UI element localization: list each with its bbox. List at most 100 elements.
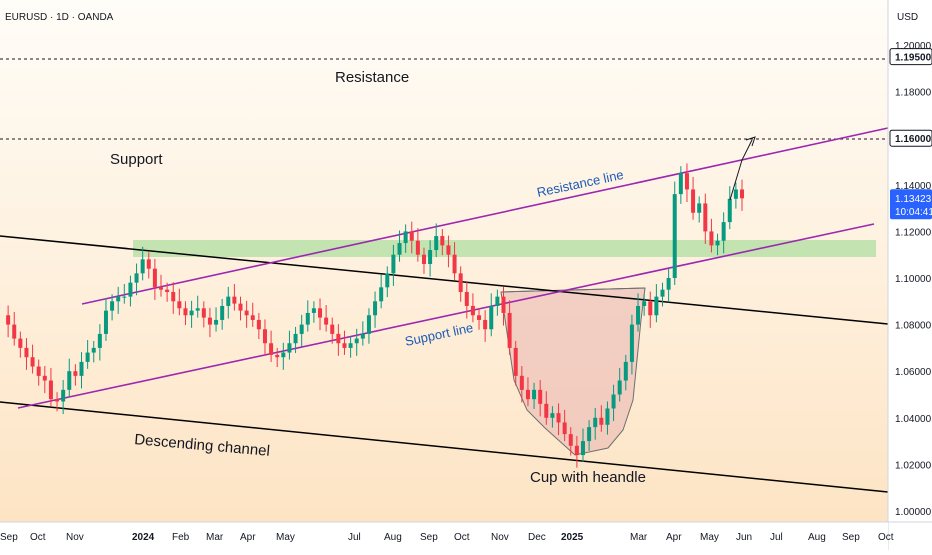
candle-body: [73, 371, 78, 376]
candle-body: [623, 361, 628, 381]
candle-body: [287, 343, 292, 353]
candle-body: [152, 268, 157, 288]
candle-body: [373, 301, 378, 316]
candle-body: [550, 413, 555, 418]
price-tick-label: 1.14000: [895, 181, 932, 192]
candle-body: [636, 305, 641, 325]
candle-body: [648, 301, 653, 316]
candle-body: [140, 259, 145, 274]
candle-body: [324, 317, 329, 325]
candle-body: [544, 403, 549, 418]
candle-body: [458, 273, 463, 292]
price-tick-label: 1.06000: [895, 367, 932, 378]
time-axis[interactable]: [0, 522, 888, 550]
candle-body: [128, 282, 133, 297]
candle-body: [42, 375, 47, 381]
candle-body: [507, 312, 512, 348]
time-tick-label: Apr: [666, 532, 682, 543]
time-tick-label: Sep: [842, 532, 860, 543]
time-tick-label: Aug: [384, 532, 402, 543]
time-tick-label: 2024: [132, 532, 155, 543]
time-tick-label: Nov: [66, 532, 84, 543]
price-markers: 1.19500 1.16000 1.13423 10:04:41: [889, 48, 932, 220]
time-tick-label: Jul: [770, 532, 783, 543]
time-tick-label: Dec: [528, 532, 546, 543]
price-tick-label: 1.02000: [895, 460, 932, 471]
candle-body: [501, 296, 506, 313]
candle-body: [415, 240, 420, 255]
candle-body: [293, 333, 298, 344]
candle-body: [403, 231, 408, 244]
candle-body: [171, 291, 176, 302]
candle-body: [189, 310, 194, 316]
candle-body: [12, 324, 17, 339]
candle-body: [250, 315, 255, 320]
time-tick-label: Oct: [30, 532, 46, 543]
candle-body: [525, 389, 530, 400]
candle-body: [330, 324, 335, 334]
price-axis[interactable]: [888, 0, 932, 522]
candle-body: [703, 203, 708, 232]
candle-body: [666, 278, 671, 290]
candle-body: [177, 301, 182, 309]
time-tick-label: Jun: [736, 532, 752, 543]
candle-body: [24, 347, 29, 358]
candle-body: [611, 394, 616, 409]
candle-body: [6, 315, 11, 325]
candle-body: [79, 361, 84, 376]
candle-body: [593, 417, 598, 428]
candle-body: [281, 352, 286, 358]
candle-body: [587, 427, 592, 442]
annotation-cup-with-handle: Cup with heandle: [530, 469, 646, 486]
candle-body: [440, 236, 445, 246]
price-marker-label: 1.16000: [895, 134, 932, 145]
candle-body: [220, 305, 225, 320]
candle-body: [740, 189, 744, 199]
time-tick-label: Aug: [808, 532, 826, 543]
price-marker-label: 1.19500: [895, 53, 932, 64]
candle-body: [305, 312, 310, 325]
candle-body: [97, 333, 102, 348]
time-tick-label: May: [276, 532, 295, 543]
time-tick-label: Apr: [240, 532, 256, 543]
candle-body: [513, 347, 518, 376]
currency-label: USD: [897, 12, 918, 23]
time-tick-label: 2025: [561, 532, 584, 543]
candle-body: [18, 338, 23, 348]
time-tick-label: Feb: [172, 532, 190, 543]
candle-body: [116, 296, 121, 302]
projection-arrowhead-icon: [745, 136, 756, 147]
candle-body: [562, 422, 567, 435]
candle-body: [697, 203, 702, 213]
candle-body: [470, 305, 475, 316]
candle-body: [733, 189, 738, 199]
support-resistance-zone: [133, 240, 876, 257]
candle-body: [672, 194, 677, 278]
time-axis-ticks: Sep Oct Nov 2024 Feb Mar Apr May Jul Aug Sep Oct Nov…: [0, 532, 894, 543]
candle-body: [727, 198, 732, 223]
time-tick-label: Oct: [878, 532, 894, 543]
candle-body: [342, 343, 347, 348]
candle-body: [495, 296, 500, 306]
candle-body: [360, 333, 365, 339]
candle-body: [183, 308, 188, 316]
descending-channel-lower: [0, 401, 889, 493]
cup-rim-line: [500, 287, 646, 293]
candle-body: [61, 389, 66, 402]
support-trendline: [17, 223, 875, 409]
candle-body: [226, 296, 231, 306]
price-tick-label: 1.12000: [895, 227, 932, 238]
candle-body: [452, 254, 457, 274]
candle-body: [629, 324, 634, 362]
candle-body: [715, 240, 720, 246]
candle-body: [574, 445, 579, 456]
candle-body: [55, 399, 60, 402]
candle-body: [428, 250, 433, 265]
price-tick-label: 1.10000: [895, 274, 932, 285]
time-tick-label: Sep: [0, 532, 18, 543]
price-marker-box: [889, 129, 932, 147]
candle-body: [348, 343, 353, 348]
candle-body: [391, 254, 396, 274]
